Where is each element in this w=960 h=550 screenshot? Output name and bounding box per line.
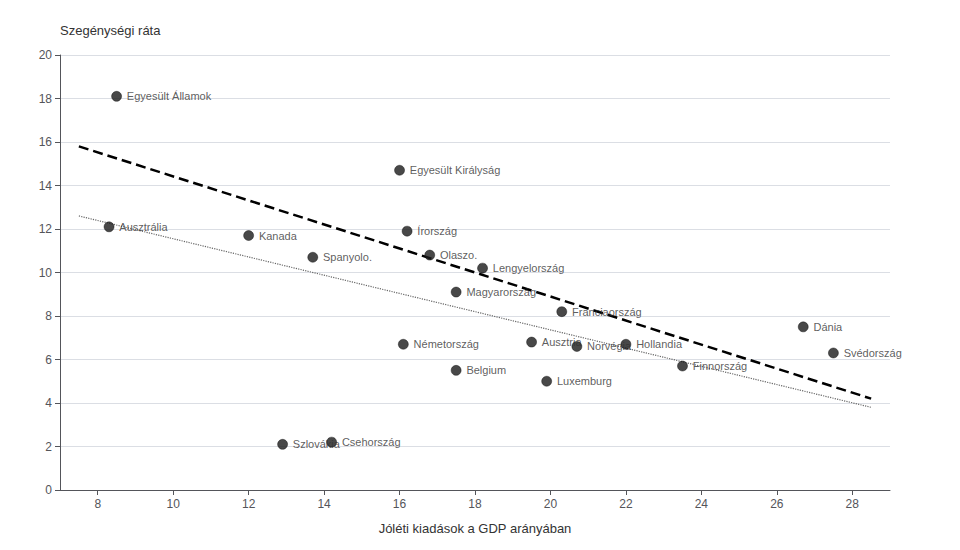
svg-text:22: 22: [619, 497, 633, 511]
svg-text:28: 28: [846, 497, 860, 511]
svg-text:Svédország: Svédország: [844, 347, 902, 359]
svg-text:Szlovákia: Szlovákia: [293, 438, 341, 450]
svg-text:Finnország: Finnország: [693, 360, 747, 372]
svg-text:Luxemburg: Luxemburg: [557, 375, 612, 387]
svg-text:14: 14: [317, 497, 331, 511]
svg-text:16: 16: [393, 497, 407, 511]
svg-text:12: 12: [242, 497, 256, 511]
svg-text:Németország: Németország: [414, 338, 479, 350]
svg-text:Spanyolo.: Spanyolo.: [323, 251, 372, 263]
svg-text:20: 20: [39, 48, 53, 62]
svg-text:12: 12: [39, 222, 53, 236]
svg-text:Szegénységi ráta: Szegénységi ráta: [60, 23, 161, 38]
svg-text:Kanada: Kanada: [259, 230, 298, 242]
svg-text:Írország: Írország: [417, 225, 457, 237]
svg-text:Ausztria: Ausztria: [542, 336, 583, 348]
svg-text:14: 14: [39, 179, 53, 193]
svg-text:6: 6: [45, 353, 52, 367]
svg-text:4: 4: [45, 396, 52, 410]
svg-text:Dánia: Dánia: [813, 321, 843, 333]
svg-text:Hollandia: Hollandia: [636, 338, 683, 350]
svg-text:Norvégia: Norvégia: [587, 340, 632, 352]
svg-text:0: 0: [45, 483, 52, 497]
svg-text:Belgium: Belgium: [466, 364, 506, 376]
svg-text:Magyarország: Magyarország: [466, 286, 536, 298]
svg-text:10: 10: [39, 266, 53, 280]
svg-text:Olaszo.: Olaszo.: [440, 249, 477, 261]
svg-text:Egyesült Királyság: Egyesült Királyság: [410, 164, 501, 176]
svg-text:10: 10: [167, 497, 181, 511]
svg-text:Csehország: Csehország: [342, 436, 401, 448]
svg-text:18: 18: [39, 92, 53, 106]
svg-text:Ausztrália: Ausztrália: [119, 221, 168, 233]
svg-text:8: 8: [45, 309, 52, 323]
svg-text:26: 26: [770, 497, 784, 511]
svg-text:Lengyelország: Lengyelország: [493, 262, 565, 274]
svg-text:20: 20: [544, 497, 558, 511]
svg-text:Jóléti kiadások a GDP arányába: Jóléti kiadások a GDP arányában: [379, 521, 572, 536]
svg-text:16: 16: [39, 135, 53, 149]
svg-text:8: 8: [94, 497, 101, 511]
svg-text:24: 24: [695, 497, 709, 511]
svg-text:Egyesült Államok: Egyesült Államok: [127, 90, 212, 102]
svg-text:Franciaország: Franciaország: [572, 306, 642, 318]
svg-text:2: 2: [45, 440, 52, 454]
svg-text:18: 18: [468, 497, 482, 511]
